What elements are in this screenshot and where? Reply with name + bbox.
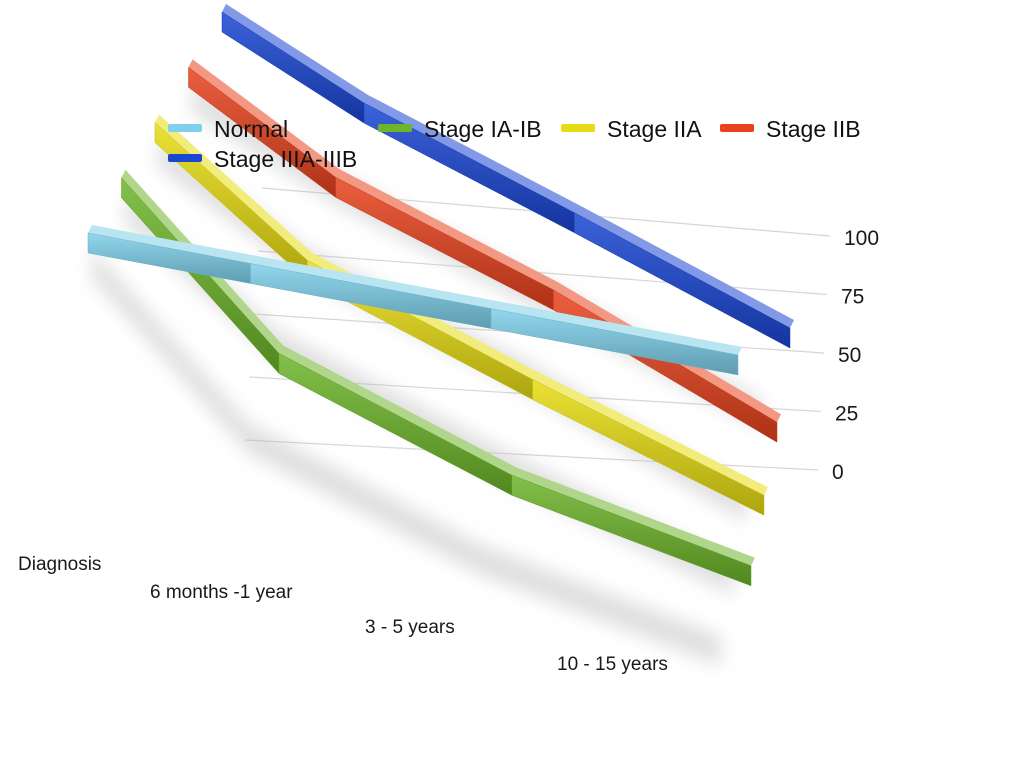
x-tick-label: 6 months -1 year bbox=[150, 582, 293, 603]
legend-label: Stage IIB bbox=[766, 116, 861, 142]
legend-swatch bbox=[168, 124, 202, 132]
y-tick-label: 50 bbox=[838, 344, 861, 367]
legend-label: Normal bbox=[214, 116, 288, 142]
x-tick-label: 10 - 15 years bbox=[557, 654, 668, 675]
legend-swatch bbox=[720, 124, 754, 132]
legend-label: Stage IIIA-IIIB bbox=[214, 146, 357, 172]
legend-item-stage-iib: Stage IIB bbox=[720, 116, 861, 142]
legend-swatch bbox=[561, 124, 595, 132]
y-tick-labels: 100 75 50 25 0 bbox=[832, 227, 879, 484]
y-tick-label: 75 bbox=[841, 286, 864, 309]
y-tick-label: 100 bbox=[844, 227, 879, 250]
legend-item-normal: Normal bbox=[168, 116, 288, 142]
legend-label: Stage IA-IB bbox=[424, 116, 542, 142]
x-tick-label: Diagnosis bbox=[18, 554, 101, 575]
y-tick-label: 0 bbox=[832, 461, 844, 484]
legend-item-stage-iia: Stage IIA bbox=[561, 116, 702, 142]
series-ribbons bbox=[88, 4, 794, 586]
legend-swatch bbox=[378, 124, 412, 132]
x-tick-labels: Diagnosis 6 months -1 year 3 - 5 years 10 -… bbox=[18, 554, 668, 675]
legend-swatch bbox=[168, 154, 202, 162]
legend-label: Stage IIA bbox=[607, 116, 702, 142]
x-tick-label: 3 - 5 years bbox=[365, 617, 455, 638]
y-tick-label: 25 bbox=[835, 403, 858, 426]
